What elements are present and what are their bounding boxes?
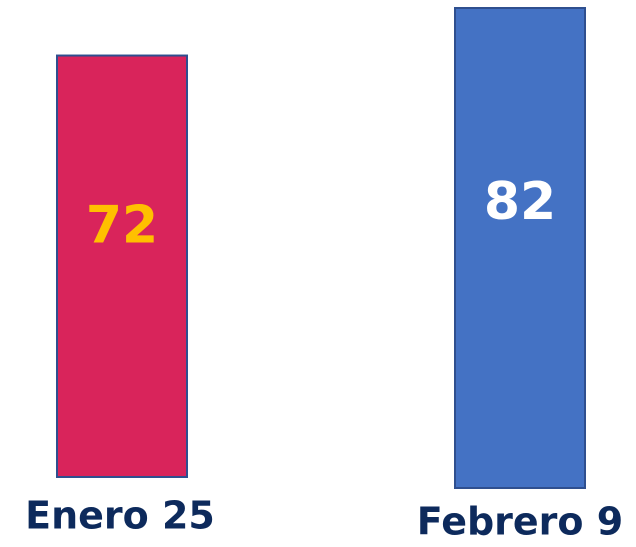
category-label: Febrero 9 [417,500,623,544]
value-label: 72 [86,195,158,255]
category-label: Enero 25 [25,494,215,538]
bar [56,54,188,478]
bar [454,7,586,489]
value-label: 82 [484,172,556,232]
